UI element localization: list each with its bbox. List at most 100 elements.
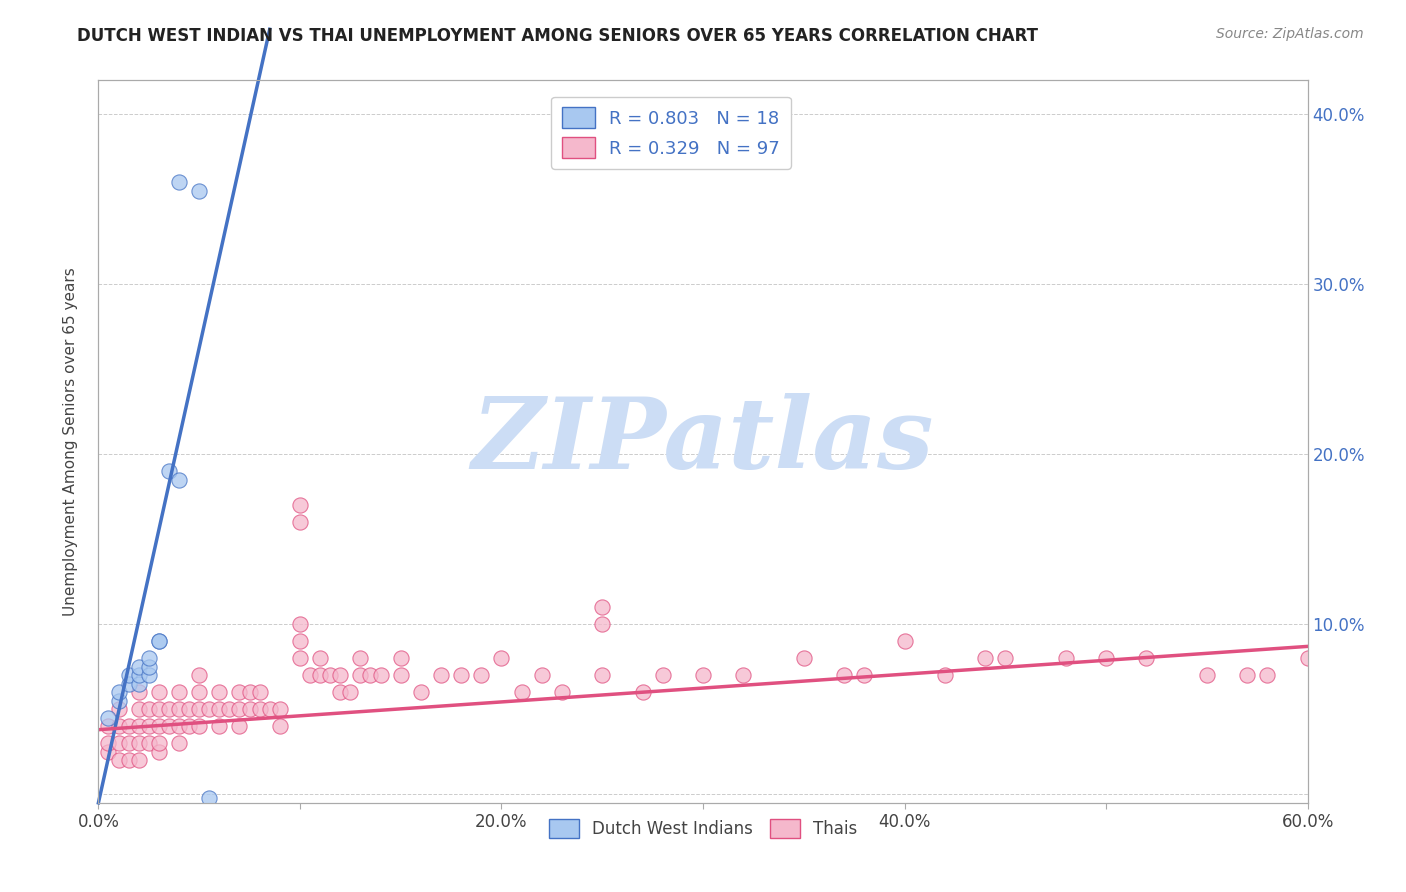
Point [118,736,141,750]
Point [288,498,311,512]
Point [389,668,412,682]
Point [208,702,231,716]
Point [188,668,211,682]
Point [591,668,613,682]
Point [208,719,231,733]
Point [138,736,160,750]
Point [138,702,160,716]
Point [188,719,211,733]
Point [118,668,141,682]
Point [349,668,371,682]
Point [1095,651,1118,665]
Point [198,702,221,716]
Point [118,677,141,691]
Point [239,685,262,699]
Point [360,668,382,682]
Point [733,668,755,682]
Point [167,175,190,189]
Point [1296,651,1319,665]
Point [107,719,129,733]
Text: Source: ZipAtlas.com: Source: ZipAtlas.com [1216,27,1364,41]
Point [288,634,311,648]
Point [128,753,150,767]
Point [259,702,281,716]
Point [329,668,352,682]
Point [269,719,291,733]
Point [128,685,150,699]
Point [188,685,211,699]
Point [188,184,211,198]
Point [309,651,332,665]
Point [288,651,311,665]
Point [208,685,231,699]
Point [167,736,190,750]
Point [974,651,997,665]
Point [148,634,170,648]
Point [107,685,129,699]
Point [288,516,311,530]
Point [118,753,141,767]
Point [319,668,342,682]
Point [228,685,250,699]
Point [148,702,170,716]
Point [269,702,291,716]
Point [167,685,190,699]
Point [1135,651,1157,665]
Point [651,668,673,682]
Point [329,685,352,699]
Text: DUTCH WEST INDIAN VS THAI UNEMPLOYMENT AMONG SENIORS OVER 65 YEARS CORRELATION C: DUTCH WEST INDIAN VS THAI UNEMPLOYMENT A… [77,27,1038,45]
Point [288,617,311,632]
Point [510,685,533,699]
Point [1236,668,1258,682]
Point [179,719,201,733]
Text: ZIPatlas: ZIPatlas [472,393,934,490]
Point [97,719,120,733]
Point [118,719,141,733]
Point [631,685,654,699]
Y-axis label: Unemployment Among Seniors over 65 years: Unemployment Among Seniors over 65 years [63,268,77,615]
Point [349,651,371,665]
Point [128,736,150,750]
Point [97,711,120,725]
Point [793,651,815,665]
Point [167,719,190,733]
Point [148,634,170,648]
Point [128,660,150,674]
Point [994,651,1017,665]
Point [97,736,120,750]
Point [450,668,472,682]
Point [551,685,574,699]
Point [218,702,240,716]
Point [128,677,150,691]
Point [228,702,250,716]
Point [97,745,120,759]
Point [249,685,271,699]
Point [107,753,129,767]
Legend: Dutch West Indians, Thais: Dutch West Indians, Thais [543,813,863,845]
Point [1256,668,1278,682]
Point [157,702,180,716]
Point [107,702,129,716]
Point [249,702,271,716]
Point [138,719,160,733]
Point [107,736,129,750]
Point [591,617,613,632]
Point [128,668,150,682]
Point [370,668,392,682]
Point [138,660,160,674]
Point [198,790,221,805]
Point [832,668,855,682]
Point [530,668,553,682]
Point [148,745,170,759]
Point [491,651,513,665]
Point [239,702,262,716]
Point [179,702,201,716]
Point [157,464,180,478]
Point [853,668,876,682]
Point [470,668,492,682]
Point [228,719,250,733]
Point [128,702,150,716]
Point [138,651,160,665]
Point [389,651,412,665]
Point [591,600,613,615]
